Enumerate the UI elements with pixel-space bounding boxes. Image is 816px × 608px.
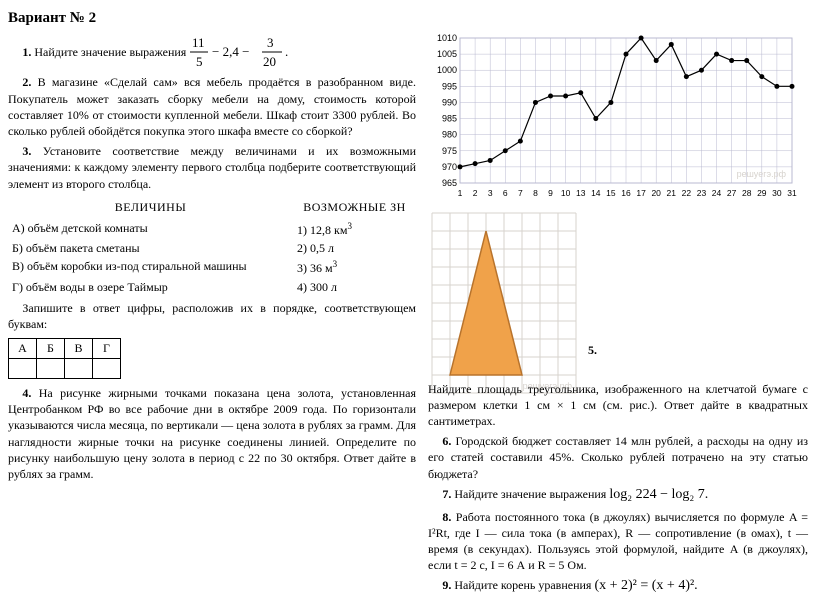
svg-text:.: . xyxy=(285,44,288,59)
svg-text:30: 30 xyxy=(772,188,782,198)
svg-text:16: 16 xyxy=(621,188,631,198)
p3-after: Запишите в ответ цифры, расположив их в … xyxy=(8,300,416,332)
svg-text:970: 970 xyxy=(442,162,457,172)
svg-text:9: 9 xyxy=(548,188,553,198)
left-column: 1. Найдите значение выражения 11 5 − 2,4… xyxy=(8,34,416,600)
p4-label: 4. xyxy=(22,386,31,400)
p7-formula: log₂ 224 − log₂ 7. xyxy=(609,487,708,502)
svg-text:21: 21 xyxy=(667,188,677,198)
p5-text: Найдите площадь треугольника, изображенн… xyxy=(428,382,808,428)
svg-text:6: 6 xyxy=(503,188,508,198)
pair-left: Б) объём пакета сметаны xyxy=(8,239,293,257)
ans-header: Б xyxy=(37,339,65,359)
svg-text:28: 28 xyxy=(742,188,752,198)
p8-label: 8. xyxy=(442,510,451,524)
p1-formula: 11 5 − 2,4 − 3 20 . xyxy=(190,34,300,74)
problem-8: 8. Работа постоянного тока (в джоулях) в… xyxy=(428,509,808,574)
svg-text:20: 20 xyxy=(651,188,661,198)
p6-label: 6. xyxy=(442,434,451,448)
svg-text:975: 975 xyxy=(442,146,457,156)
p2-text: В магазине «Сделай сам» вся мебель прода… xyxy=(8,75,416,138)
problem-5-row: решуегэ.рф 5. xyxy=(428,209,808,398)
page-title: Вариант № 2 xyxy=(8,8,808,28)
svg-text:8: 8 xyxy=(533,188,538,198)
svg-text:965: 965 xyxy=(442,178,457,188)
problem-7: 7. Найдите значение выражения log₂ 224 −… xyxy=(428,486,808,505)
svg-text:− 2,4 −: − 2,4 − xyxy=(212,44,249,59)
pair-right: 2) 0,5 л xyxy=(293,239,416,257)
svg-text:1010: 1010 xyxy=(437,34,457,43)
svg-text:решуегэ.рф: решуегэ.рф xyxy=(737,169,787,179)
svg-text:1000: 1000 xyxy=(437,65,457,75)
svg-text:985: 985 xyxy=(442,114,457,124)
pair-head-right: ВОЗМОЖНЫЕ ЗН xyxy=(293,198,416,219)
problem-4: 4. На рисунке жирными точками показана ц… xyxy=(8,385,416,482)
ans-cell xyxy=(37,359,65,379)
svg-text:11: 11 xyxy=(192,35,205,50)
ans-header: В xyxy=(65,339,93,359)
p9-formula: (x + 2)² = (x + 4)². xyxy=(594,578,697,593)
svg-text:23: 23 xyxy=(697,188,707,198)
matching-table: ВЕЛИЧИНЫ ВОЗМОЖНЫЕ ЗН А) объём детской к… xyxy=(8,198,416,296)
p7-text: Найдите значение выражения xyxy=(454,487,606,501)
problem-3: 3. Установите соответствие между величин… xyxy=(8,143,416,192)
svg-text:2: 2 xyxy=(473,188,478,198)
svg-text:1005: 1005 xyxy=(437,49,457,59)
p9-text: Найдите корень уравнения xyxy=(454,578,591,592)
svg-text:20: 20 xyxy=(263,54,276,69)
pair-left: А) объём детской комнаты xyxy=(8,219,293,239)
svg-text:29: 29 xyxy=(757,188,767,198)
svg-text:980: 980 xyxy=(442,130,457,140)
svg-text:7: 7 xyxy=(518,188,523,198)
svg-text:1: 1 xyxy=(458,188,463,198)
pair-right: 4) 300 л xyxy=(293,278,416,296)
p9-label: 9. xyxy=(442,578,451,592)
pair-right: 1) 12,8 км3 xyxy=(293,219,416,239)
problem-9: 9. Найдите корень уравнения (x + 2)² = (… xyxy=(428,577,808,596)
ans-cell xyxy=(9,359,37,379)
p8-text: Работа постоянного тока (в джоулях) вычи… xyxy=(428,510,808,573)
p1-label: 1. xyxy=(22,45,31,59)
ans-cell xyxy=(93,359,121,379)
svg-text:17: 17 xyxy=(636,188,646,198)
problem-5: Найдите площадь треугольника, изображенн… xyxy=(428,381,808,430)
svg-text:14: 14 xyxy=(591,188,601,198)
svg-text:5: 5 xyxy=(196,54,203,69)
svg-text:990: 990 xyxy=(442,98,457,108)
p6-text: Городской бюджет составляет 14 млн рубле… xyxy=(428,434,808,480)
problem-2: 2. В магазине «Сделай сам» вся мебель пр… xyxy=(8,74,416,139)
svg-text:24: 24 xyxy=(712,188,722,198)
answer-table: АБВГ xyxy=(8,338,121,379)
p2-label: 2. xyxy=(22,75,31,89)
p7-label: 7. xyxy=(442,487,451,501)
pair-left: Г) объём воды в озере Таймыр xyxy=(8,278,293,296)
svg-text:31: 31 xyxy=(787,188,797,198)
svg-text:13: 13 xyxy=(576,188,586,198)
svg-text:3: 3 xyxy=(267,35,274,50)
pair-right: 3) 36 м3 xyxy=(293,257,416,277)
pair-head-left: ВЕЛИЧИНЫ xyxy=(8,198,293,219)
p1-text: Найдите значение выражения xyxy=(34,45,186,59)
gold-chart: 9659709759809859909951000100510101236789… xyxy=(428,34,808,203)
ans-header: А xyxy=(9,339,37,359)
page-body: 1. Найдите значение выражения 11 5 − 2,4… xyxy=(8,34,808,600)
svg-text:995: 995 xyxy=(442,82,457,92)
svg-text:15: 15 xyxy=(606,188,616,198)
svg-text:27: 27 xyxy=(727,188,737,198)
ans-cell xyxy=(65,359,93,379)
p4-text: На рисунке жирными точками показана цена… xyxy=(8,386,416,481)
problem-1: 1. Найдите значение выражения 11 5 − 2,4… xyxy=(8,34,416,74)
ans-header: Г xyxy=(93,339,121,359)
svg-text:22: 22 xyxy=(682,188,692,198)
p3-label: 3. xyxy=(22,144,31,158)
right-column: 9659709759809859909951000100510101236789… xyxy=(428,34,808,600)
svg-text:3: 3 xyxy=(488,188,493,198)
pair-left: В) объём коробки из-под стиральной машин… xyxy=(8,257,293,277)
svg-text:10: 10 xyxy=(561,188,571,198)
p3-text: Установите соответствие между величинами… xyxy=(8,144,416,190)
triangle-figure: решуегэ.рф xyxy=(428,209,578,398)
problem-6: 6. Городской бюджет составляет 14 млн ру… xyxy=(428,433,808,482)
